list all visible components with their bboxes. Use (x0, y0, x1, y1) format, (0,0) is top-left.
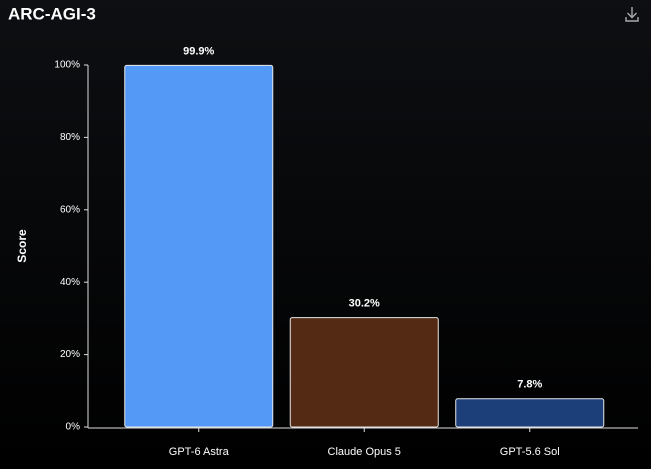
y-tick-label: 80% (60, 132, 80, 143)
value-label: 7.8% (517, 379, 542, 391)
y-tick-label: 40% (60, 277, 80, 288)
download-icon[interactable] (625, 7, 639, 22)
bar (124, 64, 274, 428)
x-tick-label: GPT-5.6 Sol (500, 446, 560, 458)
value-label: 99.9% (183, 45, 214, 57)
y-tick-label: 20% (60, 349, 80, 360)
chart-title: ARC-AGI-3 (8, 4, 96, 23)
bar (455, 398, 605, 428)
y-tick-label: 60% (60, 204, 80, 215)
bar (289, 317, 439, 428)
x-tick-label: Claude Opus 5 (328, 446, 401, 458)
y-tick-label: 100% (54, 60, 80, 71)
x-tick-label: GPT-6 Astra (169, 446, 230, 458)
y-axis-label: Score (15, 229, 29, 263)
value-label: 30.2% (349, 298, 380, 310)
y-tick-label: 0% (66, 422, 81, 433)
